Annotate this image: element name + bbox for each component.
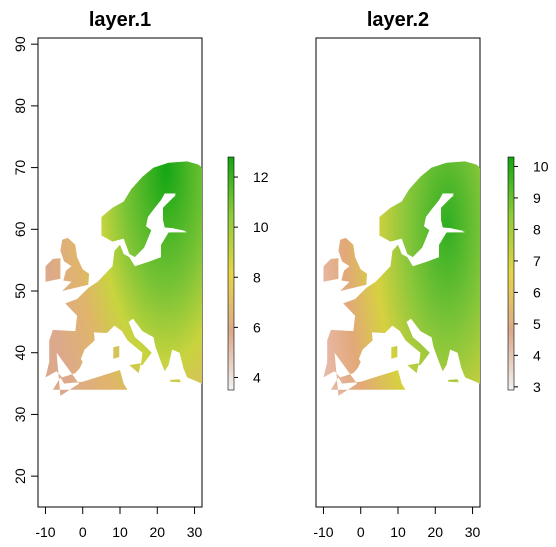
legend-tick-label: 10: [533, 158, 549, 174]
x-tick-label: 20: [149, 524, 165, 540]
y-tick-label: 40: [12, 345, 28, 361]
y-tick-label: 50: [12, 283, 28, 299]
x-tick-label: 30: [465, 524, 481, 540]
legend-tick-label: 8: [533, 221, 541, 237]
legend-tick-label: 4: [253, 369, 261, 385]
legend: 3 4 5 6 7 8 9 10: [507, 156, 549, 395]
legend-tick-label: 3: [533, 379, 541, 395]
x-tick-label: 30: [187, 524, 203, 540]
water-area: [412, 193, 466, 264]
legend-tick-label: 12: [253, 169, 269, 185]
legend-ticks: 3 4 5 6 7 8 9 10: [514, 158, 549, 395]
y-tick-label: 70: [12, 160, 28, 176]
y-tick-label: 20: [12, 468, 28, 484]
panel-layer-2: layer.2 -10 0 10 20 30 3 4 5 6 7 8 9 10: [313, 9, 548, 540]
panel-title: layer.1: [89, 9, 151, 31]
legend-bar: [227, 156, 235, 391]
x-tick-label: 0: [79, 524, 87, 540]
panel-layer-1: layer.1 20 30 40 50 60 70 80 90 -10 0 10 20 30 4 6 8 1…: [12, 9, 269, 540]
map-raster: [316, 161, 480, 396]
legend-tick-label: 6: [533, 284, 541, 300]
y-axis: 20 30 40 50 60 70 80 90: [12, 36, 38, 484]
water-area: [134, 193, 188, 264]
x-tick-label: -10: [35, 524, 55, 540]
x-tick-label: 10: [390, 524, 406, 540]
legend-ticks: 4 6 8 10 12: [234, 169, 269, 385]
legend: 4 6 8 10 12: [227, 156, 269, 391]
legend-tick-label: 6: [253, 319, 261, 335]
map-raster: [38, 161, 202, 396]
legend-tick-label: 9: [533, 190, 541, 206]
y-tick-label: 90: [12, 36, 28, 52]
legend-tick-label: 5: [533, 316, 541, 332]
x-axis: -10 0 10 20 30: [313, 507, 481, 540]
x-axis: -10 0 10 20 30: [35, 507, 203, 540]
y-tick-label: 30: [12, 406, 28, 422]
x-tick-label: 0: [357, 524, 365, 540]
x-tick-label: -10: [313, 524, 333, 540]
legend-bar: [507, 156, 515, 391]
legend-tick-label: 8: [253, 269, 261, 285]
x-tick-label: 20: [427, 524, 443, 540]
y-tick-label: 80: [12, 98, 28, 114]
legend-tick-label: 4: [533, 347, 541, 363]
y-tick-label: 60: [12, 221, 28, 237]
legend-tick-label: 7: [533, 253, 541, 269]
x-tick-label: 10: [112, 524, 128, 540]
legend-tick-label: 10: [253, 219, 269, 235]
panel-title: layer.2: [367, 9, 429, 31]
